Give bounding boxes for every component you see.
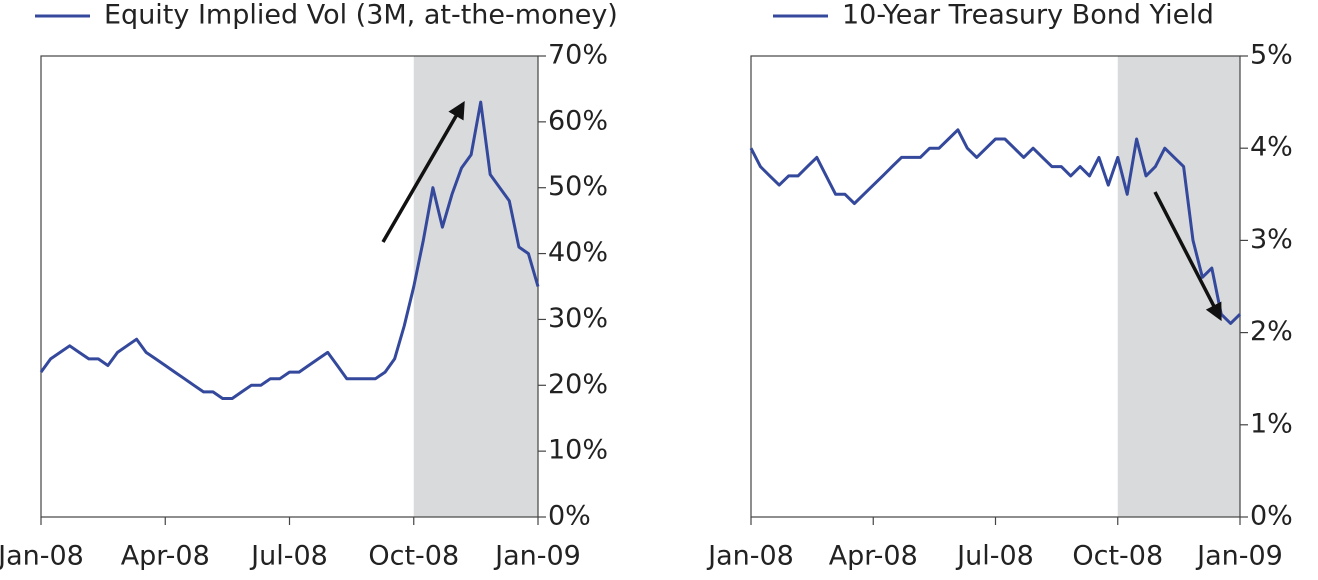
- annotation-arrow: [1153, 191, 1222, 322]
- legend-label: Equity Implied Vol (3M, at-the-money): [104, 0, 618, 31]
- y-tick-label: 10%: [548, 435, 608, 466]
- x-tick-label: Jul-08: [955, 541, 1034, 572]
- x-tick-label: Jul-08: [249, 541, 328, 572]
- y-tick-label: 20%: [548, 369, 608, 400]
- x-tick-label: Jan-09: [1195, 541, 1283, 572]
- charts: 0% 10% 20% 30% 40% 50% 60% 70% Jan-08 Apr-08 Jul-0…: [0, 0, 1293, 572]
- x-tick-label: Apr-08: [829, 541, 918, 572]
- y-tick-label: 30%: [548, 303, 608, 334]
- x-tick-label: Apr-08: [121, 541, 210, 572]
- y-tick-label: 5%: [1250, 40, 1293, 71]
- shaded-region: [1117, 56, 1240, 517]
- y-tick-label: 1%: [1250, 408, 1293, 439]
- legend-label: 10-Year Treasury Bond Yield: [842, 0, 1214, 31]
- x-tick-label: Jan-08: [706, 541, 794, 572]
- x-tick-label: Oct-08: [368, 541, 459, 572]
- y-tick-label: 50%: [548, 171, 608, 202]
- y-tick-label: 4%: [1250, 132, 1293, 163]
- y-tick-label: 60%: [548, 105, 608, 136]
- x-tick-label: Jan-08: [0, 541, 84, 572]
- y-tick-label: 40%: [548, 237, 608, 268]
- y-tick-label: 0%: [1250, 501, 1293, 532]
- series-line: [749, 128, 1242, 325]
- x-tick-label: Jan-09: [493, 541, 581, 572]
- annotation-arrow: [381, 100, 465, 243]
- y-tick-label: 3%: [1250, 224, 1293, 255]
- y-tick-label: 2%: [1250, 316, 1293, 347]
- y-tick-label: 0%: [548, 501, 591, 532]
- x-tick-label: Oct-08: [1072, 541, 1163, 572]
- y-tick-label: 70%: [548, 40, 608, 71]
- series-line: [39, 100, 540, 400]
